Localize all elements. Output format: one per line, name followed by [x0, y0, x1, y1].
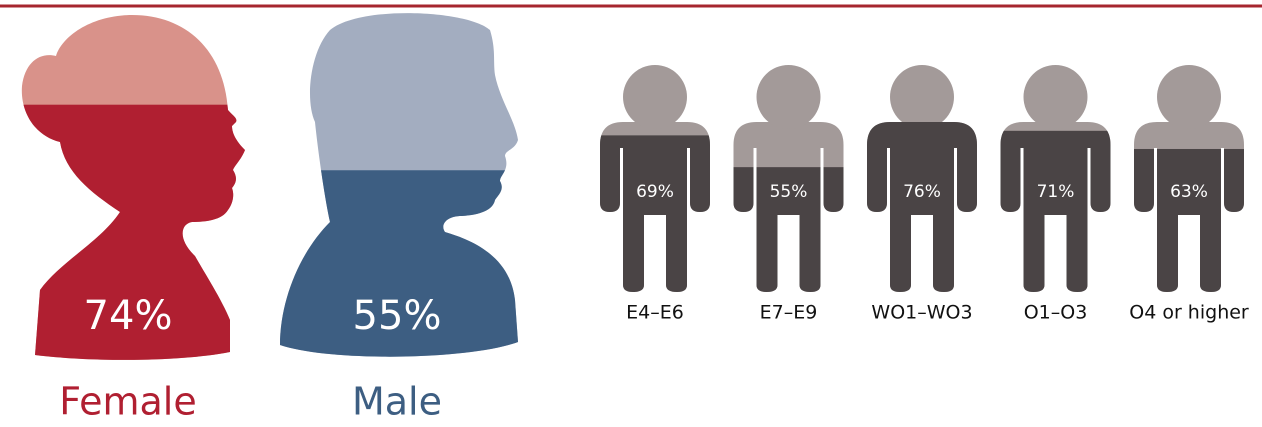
person-icon [1134, 65, 1244, 292]
icon-head [623, 65, 687, 129]
fill-level [600, 135, 710, 292]
value-label: 71% [1037, 182, 1075, 202]
fill-level [1000, 130, 1111, 292]
fill-level [867, 122, 977, 292]
category-label: Female [59, 380, 196, 424]
value-label: 69% [636, 182, 674, 202]
category-label: O4 or higher [1129, 302, 1249, 324]
person-icon [600, 65, 710, 292]
value-label: 55% [353, 293, 442, 339]
category-label: E7–E9 [760, 302, 818, 324]
icon-head [1157, 65, 1221, 129]
icon-head [1023, 65, 1088, 129]
category-label: Male [352, 380, 442, 424]
person-icon [1000, 65, 1111, 292]
icon-head [890, 65, 954, 129]
value-label: 76% [903, 182, 941, 202]
fill-level [1134, 148, 1244, 292]
category-label: E4–E6 [626, 302, 684, 324]
value-label: 74% [84, 293, 173, 339]
person-icon [733, 65, 844, 292]
value-label: 55% [770, 182, 808, 202]
icon-head [756, 65, 821, 129]
category-label: O1–O3 [1024, 302, 1088, 324]
head-icon [280, 13, 518, 357]
category-label: WO1–WO3 [871, 302, 972, 324]
person-icon [867, 65, 977, 292]
value-label: 63% [1170, 182, 1208, 202]
